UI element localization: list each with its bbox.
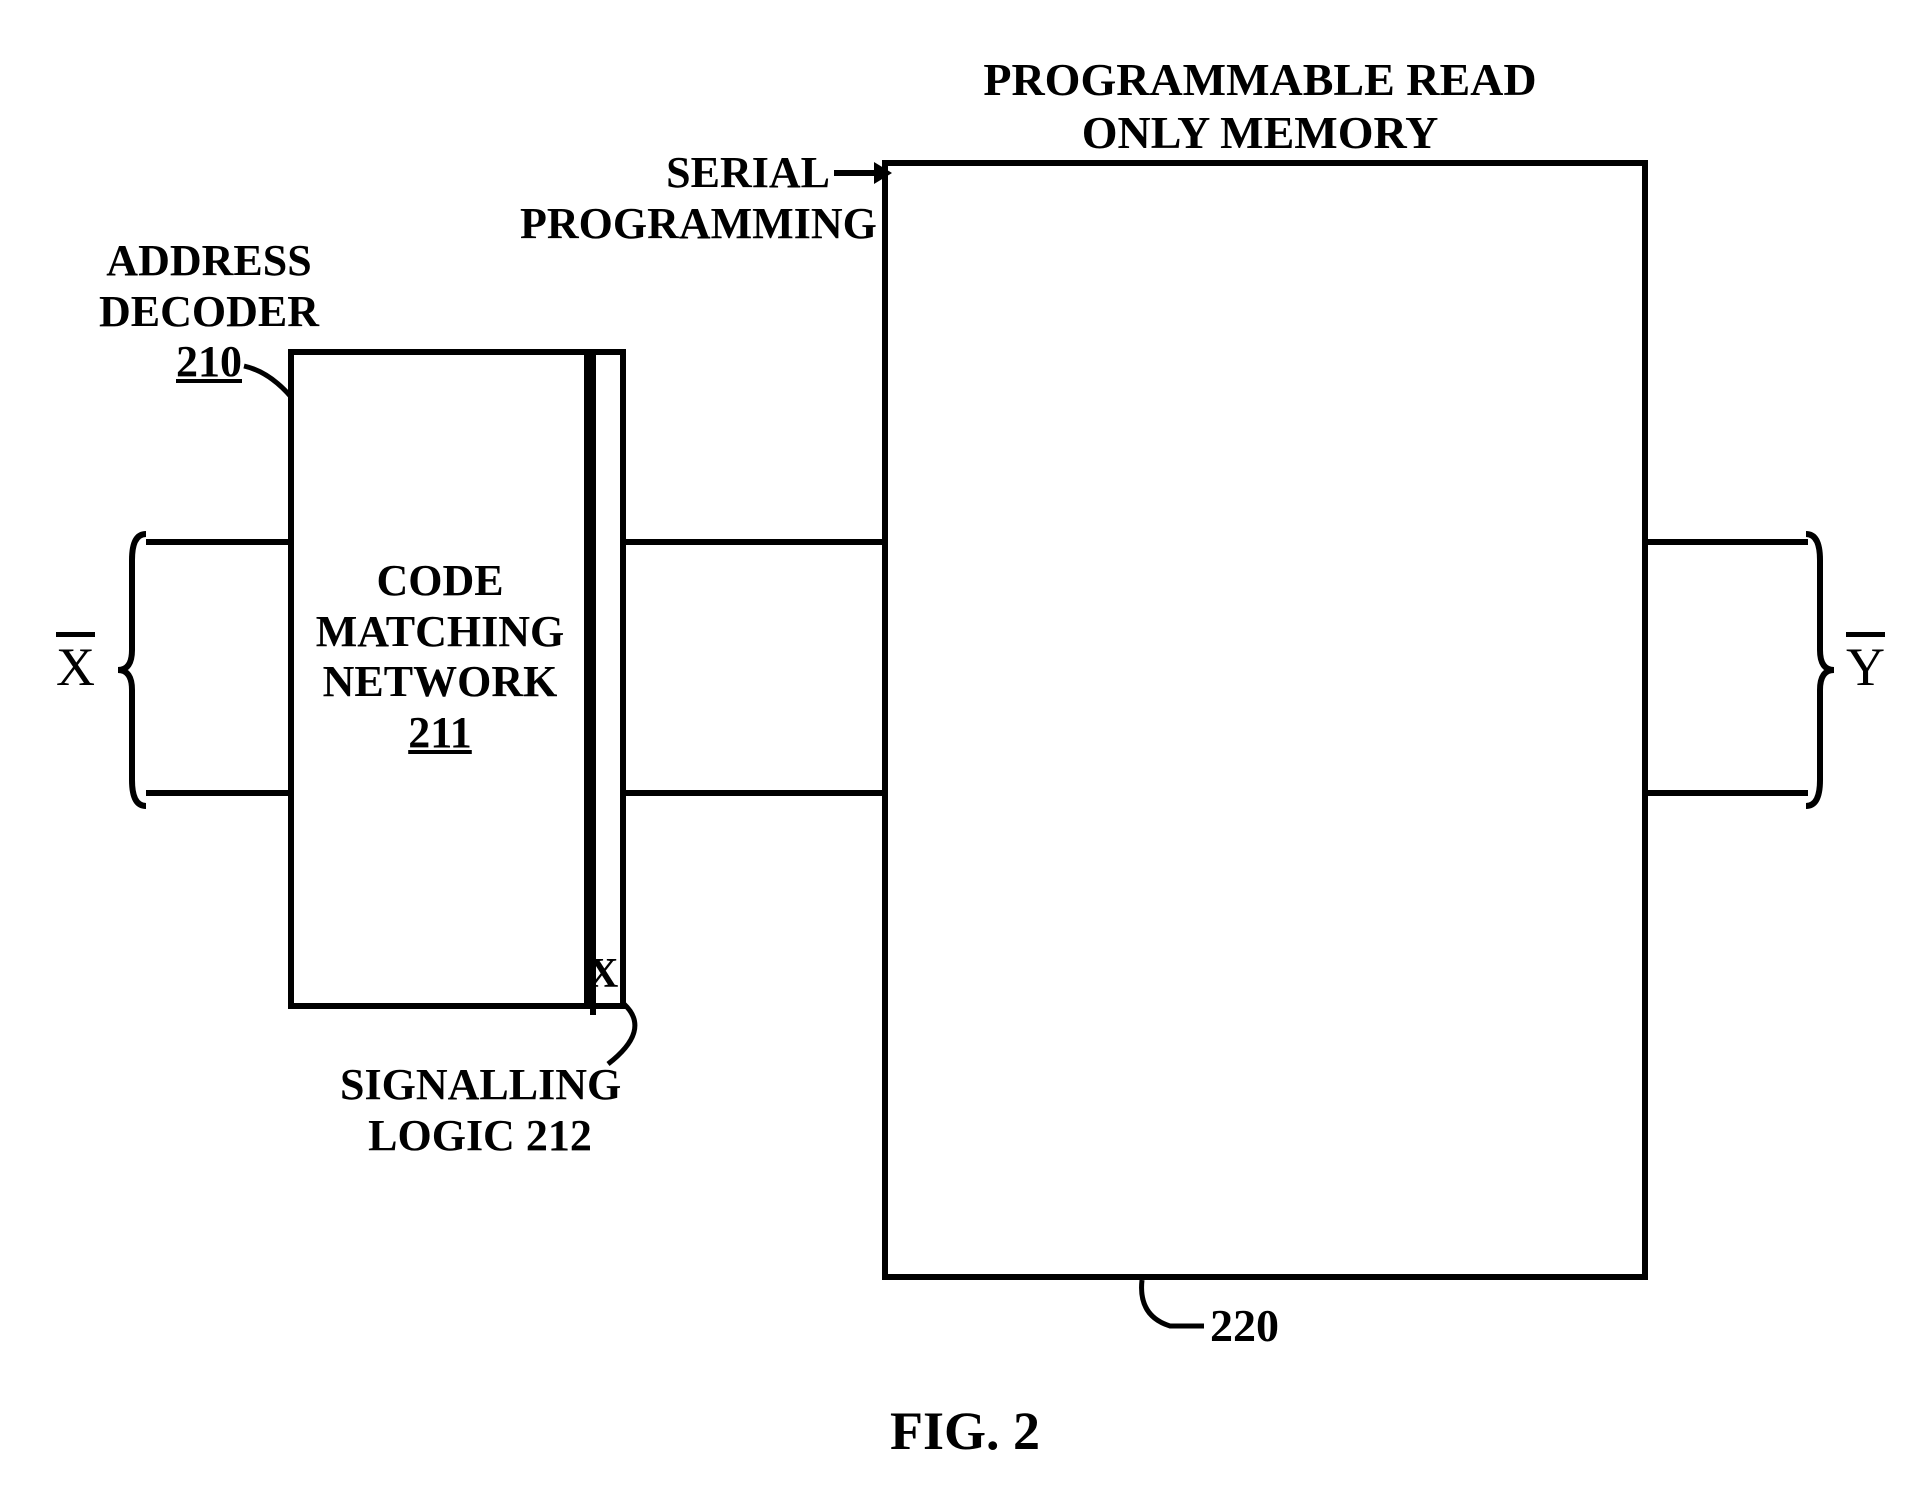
- mid-wire-bottom: [626, 790, 882, 796]
- serial-programming-label: SERIAL PROGRAMMING: [520, 148, 830, 249]
- input-vector-label: X: [56, 636, 95, 698]
- prom-ref-callout: [1130, 1276, 1210, 1336]
- decoder-callout-line: [240, 362, 300, 402]
- block-diagram: X ADDRESS DECODER 210 CODE MATCHING NETW…: [0, 0, 1915, 1503]
- figure-label: FIG. 2: [840, 1400, 1090, 1462]
- input-wire-bottom: [146, 790, 288, 796]
- output-wire-bottom: [1648, 790, 1808, 796]
- output-wire-top: [1648, 539, 1808, 545]
- signalling-x-label: X: [588, 950, 618, 998]
- mid-wire-top: [626, 539, 882, 545]
- input-wire-top: [146, 539, 288, 545]
- signalling-logic-label: SIGNALLING LOGIC 212: [340, 1060, 620, 1161]
- prom-title: PROGRAMMABLE READ ONLY MEMORY: [980, 54, 1540, 160]
- output-brace: [1800, 530, 1840, 810]
- prom-ref-label: 220: [1210, 1300, 1279, 1353]
- code-matching-label: CODE MATCHING NETWORK 211: [300, 556, 580, 758]
- serial-programming-arrow: [834, 158, 892, 188]
- prom-block: [882, 160, 1648, 1280]
- output-vector-label: Y: [1846, 636, 1885, 698]
- signalling-divider: [584, 355, 590, 1003]
- signalling-logic-strip: [590, 355, 632, 1015]
- input-brace: [112, 530, 152, 810]
